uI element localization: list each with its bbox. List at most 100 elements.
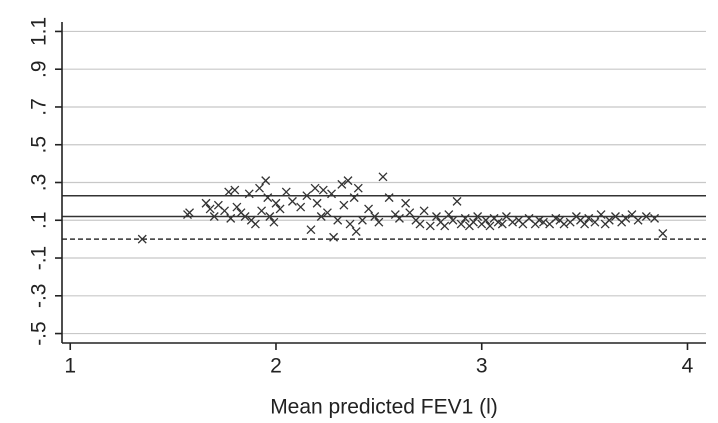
y-tick-label: .7 — [28, 98, 51, 116]
point-stroke — [322, 208, 332, 218]
x-tick-label: 4 — [682, 355, 694, 378]
point-stroke — [405, 208, 415, 218]
point-stroke — [497, 219, 507, 229]
point — [209, 212, 219, 221]
point-stroke — [302, 191, 312, 201]
point-stroke — [524, 213, 534, 223]
point-stroke — [481, 215, 491, 225]
point-stroke — [538, 217, 548, 227]
point — [281, 187, 291, 197]
point — [322, 208, 332, 218]
point — [650, 213, 660, 223]
point-stroke — [185, 208, 195, 218]
point-stroke — [255, 183, 264, 193]
point — [604, 215, 614, 225]
point-stroke — [611, 212, 620, 221]
point — [349, 193, 359, 203]
point-stroke — [627, 210, 637, 220]
point-stroke — [633, 215, 643, 225]
point-stroke — [137, 234, 147, 244]
x-tick-label: 3 — [476, 355, 488, 378]
point — [353, 183, 363, 193]
point — [401, 198, 411, 208]
point-stroke — [456, 219, 466, 229]
point-stroke — [604, 215, 614, 225]
point — [318, 185, 328, 195]
point — [269, 217, 279, 227]
point-stroke — [621, 213, 631, 223]
point-stroke — [339, 200, 349, 210]
x-tick-label: 1 — [64, 355, 76, 378]
point-stroke — [224, 187, 234, 197]
point-stroke — [432, 212, 441, 221]
point — [244, 189, 254, 199]
point — [559, 219, 569, 229]
point-stroke — [250, 219, 260, 229]
point-stroke — [230, 185, 240, 195]
point-stroke — [357, 215, 367, 225]
point — [327, 189, 336, 199]
y-tick-label: -.1 — [28, 246, 51, 271]
point-stroke — [444, 210, 454, 220]
point — [394, 213, 404, 223]
point-stroke — [318, 185, 328, 195]
point-stroke — [493, 217, 503, 227]
point — [205, 204, 215, 214]
point-stroke — [596, 210, 606, 220]
point-stroke — [508, 217, 518, 227]
point-stroke — [240, 212, 250, 221]
point-stroke — [281, 187, 291, 197]
point — [508, 217, 518, 227]
point-stroke — [205, 204, 215, 214]
point-stroke — [337, 179, 347, 189]
point-stroke — [394, 213, 404, 223]
point-stroke — [287, 196, 297, 206]
point — [633, 215, 643, 225]
point-stroke — [415, 219, 425, 229]
point — [250, 219, 260, 229]
point — [364, 204, 374, 214]
point — [485, 221, 495, 231]
point — [405, 208, 415, 218]
point — [580, 219, 590, 229]
point — [658, 229, 668, 238]
point-stroke — [580, 219, 590, 229]
point-stroke — [650, 213, 660, 223]
point — [456, 219, 466, 229]
point-stroke — [353, 183, 363, 193]
point-stroke — [534, 215, 544, 225]
point — [378, 172, 388, 182]
point — [185, 208, 195, 218]
point — [432, 212, 441, 221]
point-stroke — [485, 221, 495, 231]
point — [255, 183, 264, 193]
y-tick-label: -.3 — [28, 284, 51, 309]
point — [596, 210, 606, 220]
point-stroke — [351, 227, 361, 237]
point — [351, 227, 361, 237]
point-stroke — [244, 189, 254, 199]
point-stroke — [473, 212, 483, 221]
point-stroke — [460, 213, 470, 223]
point-stroke — [226, 213, 236, 223]
point — [590, 217, 600, 227]
point-stroke — [343, 176, 353, 186]
point-stroke — [401, 198, 411, 208]
point-stroke — [201, 198, 211, 208]
point-stroke — [263, 193, 273, 203]
point-stroke — [378, 172, 388, 182]
point — [306, 225, 316, 235]
point-stroke — [220, 206, 230, 216]
x-axis-label: Mean predicted FEV1 (l) — [270, 396, 498, 419]
point — [419, 206, 429, 216]
point-stroke — [590, 217, 600, 227]
point — [137, 234, 147, 244]
point-stroke — [559, 219, 569, 229]
point-stroke — [448, 215, 458, 225]
point — [384, 193, 394, 203]
point — [469, 217, 478, 227]
point-stroke — [296, 202, 306, 212]
point — [538, 217, 548, 227]
point — [232, 202, 242, 212]
